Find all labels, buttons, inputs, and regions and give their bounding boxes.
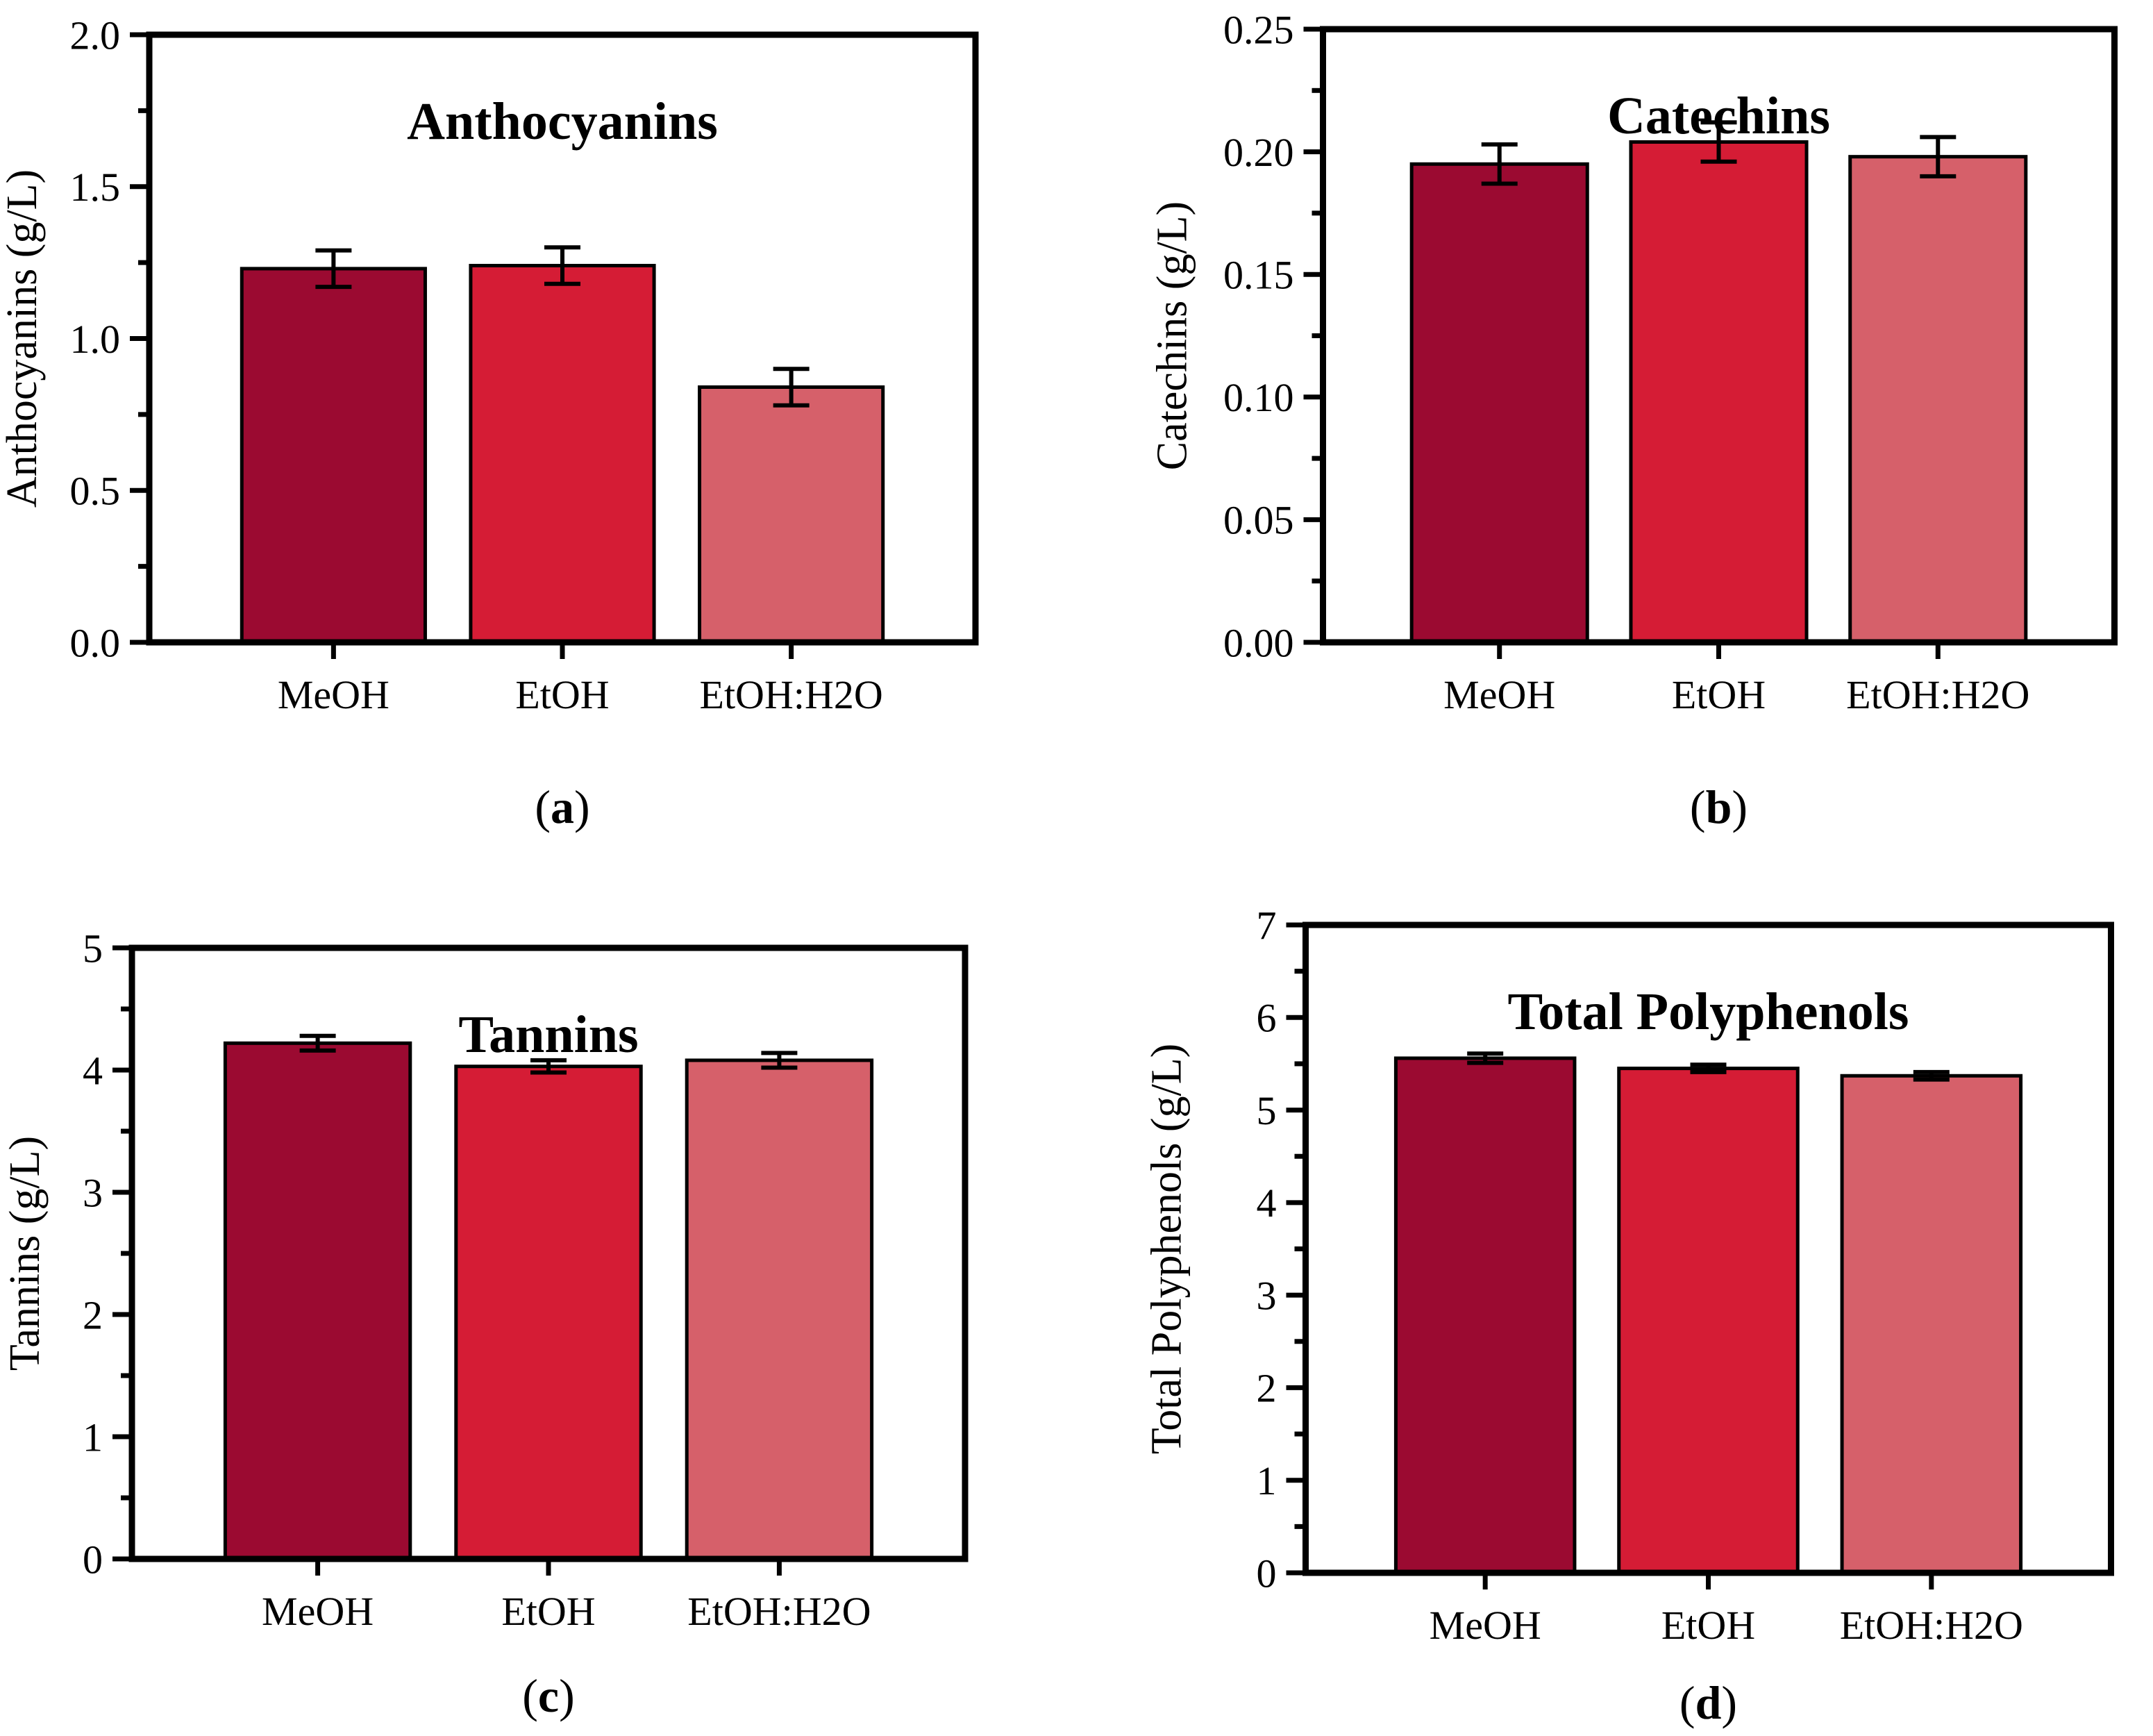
y-tick-label: 7 — [1257, 903, 1277, 948]
plot-box — [1302, 921, 2114, 1576]
chart-catechins: 0.00 0.05 0.10 0.15 0.20 0.25 MeOH EtOH EtOH:H2O… — [1149, 7, 2118, 833]
bar-etoh-h2o — [685, 1058, 874, 1561]
x-category-label: EtOH:H2O — [1840, 1603, 2023, 1648]
x-category-label: MeOH — [1430, 1603, 1541, 1648]
plot-box — [1320, 26, 2118, 646]
x-category-label: EtOH — [515, 672, 609, 717]
panel-label: (d) — [1679, 1676, 1737, 1729]
y-tick-label: 0.20 — [1223, 130, 1294, 175]
y-tick-label: 0.25 — [1223, 7, 1294, 52]
y-tick-label: 4 — [1257, 1180, 1277, 1226]
bar-etoh — [454, 1065, 643, 1561]
chart-title: Anthocyanins — [407, 92, 718, 151]
y-axis-label: Tannins (g/L) — [1, 1136, 49, 1371]
y-tick-label: 0 — [1257, 1551, 1277, 1596]
y-tick-label: 6 — [1257, 996, 1277, 1041]
y-tick-label: 2.0 — [70, 12, 121, 58]
y-tick-label: 1 — [1257, 1458, 1277, 1503]
panel-d: 0 1 2 3 4 5 6 7 MeOH EtOH EtOH:H2O Total Polyphenol… — [1076, 868, 2153, 1736]
bar-etoh — [1617, 1067, 1800, 1575]
bar-meoh — [1409, 162, 1589, 644]
y-tick-label: 0 — [83, 1537, 103, 1582]
bar-meoh — [223, 1041, 412, 1561]
bar-etoh-h2o — [1848, 155, 2028, 644]
x-category-label: EtOH — [1661, 1603, 1755, 1648]
y-tick-label: 1.0 — [70, 317, 121, 362]
panel-label: (a) — [535, 781, 589, 833]
x-category-label: MeOH — [262, 1589, 374, 1634]
panel-label: (c) — [522, 1669, 575, 1722]
panel-a: 0.0 0.5 1.0 1.5 2.0 MeOH EtOH EtOH:H2O Anthocyan… — [0, 0, 1076, 868]
chart-title: Total Polyphenols — [1508, 983, 1909, 1041]
panel-c: 0 1 2 3 4 5 MeOH EtOH EtOH:H2O Tannins Tannins (g/… — [0, 868, 1076, 1736]
y-tick-label: 1.5 — [70, 165, 121, 210]
y-tick-label: 3 — [83, 1170, 103, 1215]
y-tick-label: 2 — [83, 1292, 103, 1337]
y-axis-label: Anthocyanins (g/L) — [0, 169, 46, 508]
y-tick-label: 0.0 — [70, 620, 121, 665]
plot-box — [146, 31, 979, 646]
x-category-label: EtOH:H2O — [700, 672, 883, 717]
bar-meoh — [240, 267, 427, 644]
y-tick-label: 3 — [1257, 1273, 1277, 1318]
y-tick-label: 1 — [83, 1414, 103, 1460]
bar-etoh — [1629, 140, 1809, 644]
y-tick-label: 0.15 — [1223, 253, 1294, 298]
chart-anthocyanins: 0.0 0.5 1.0 1.5 2.0 MeOH EtOH EtOH:H2O Anthocyan… — [0, 12, 979, 833]
y-tick-label: 5 — [1257, 1088, 1277, 1133]
y-tick-label: 0.05 — [1223, 498, 1294, 543]
y-tick-label: 0.00 — [1223, 620, 1294, 665]
x-category-label: MeOH — [278, 672, 389, 717]
y-tick-label: 5 — [83, 926, 103, 971]
x-category-label: EtOH:H2O — [687, 1589, 871, 1634]
y-tick-label: 0.5 — [70, 469, 121, 514]
panel-b: 0.00 0.05 0.10 0.15 0.20 0.25 MeOH EtOH EtOH:H2O… — [1076, 0, 2153, 868]
bar-etoh — [469, 264, 656, 644]
chart-title: Tannins — [458, 1005, 638, 1064]
x-category-label: EtOH — [501, 1589, 595, 1634]
bar-etoh-h2o — [698, 385, 885, 644]
chart-tannins: 0 1 2 3 4 5 MeOH EtOH EtOH:H2O Tannins Tannins (g/… — [1, 926, 969, 1722]
x-category-label: MeOH — [1443, 672, 1555, 717]
x-category-label: EtOH — [1672, 672, 1766, 717]
y-tick-label: 2 — [1257, 1366, 1277, 1411]
chart-title: Catechins — [1607, 87, 1830, 145]
y-tick-label: 4 — [83, 1048, 103, 1093]
panel-label: (b) — [1690, 781, 1748, 833]
chart-total-polyphenols: 0 1 2 3 4 5 6 7 MeOH EtOH EtOH:H2O Total Polyphenol… — [1143, 903, 2114, 1729]
y-axis-label: Catechins (g/L) — [1149, 201, 1196, 470]
y-tick-label: 0.10 — [1223, 375, 1294, 420]
plot-box — [128, 944, 969, 1562]
bar-etoh-h2o — [1840, 1074, 2023, 1575]
x-category-label: EtOH:H2O — [1846, 672, 2029, 717]
y-axis-label: Total Polyphenols (g/L) — [1143, 1044, 1191, 1454]
bar-meoh — [1393, 1056, 1577, 1575]
